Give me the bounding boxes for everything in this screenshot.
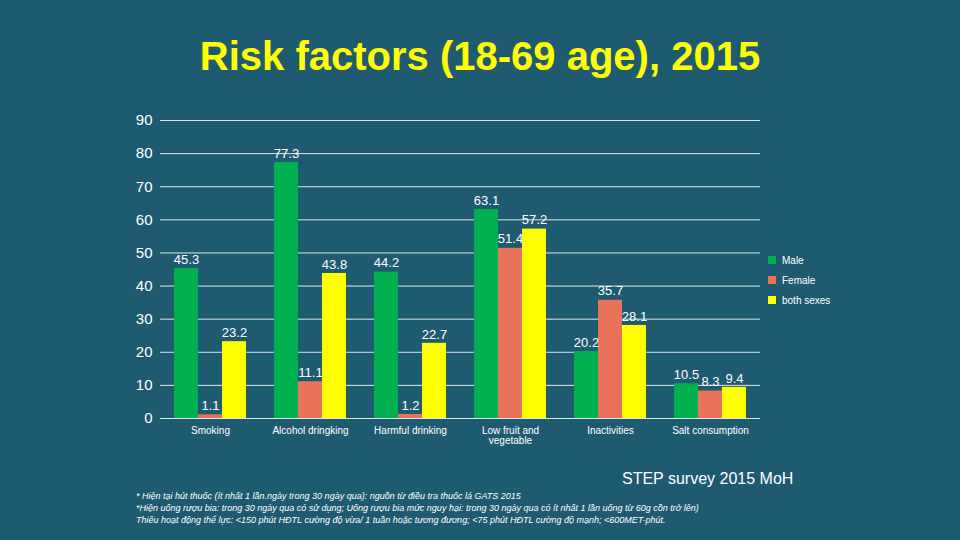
svg-text:44.2: 44.2: [374, 255, 399, 270]
svg-text:Inactivities: Inactivities: [587, 425, 634, 436]
svg-text:57.2: 57.2: [522, 212, 547, 227]
svg-text:10: 10: [136, 376, 153, 393]
html-text:both sexes: both sexes: [782, 294, 831, 306]
svg-text:23.2: 23.2: [222, 325, 247, 340]
svg-text:Low fruit andvegetable: Low fruit andvegetable: [482, 425, 539, 446]
svg-text:1.1: 1.1: [201, 398, 219, 413]
svg-text:77.3: 77.3: [274, 146, 299, 161]
svg-text:20: 20: [136, 343, 153, 360]
svg-text:0: 0: [144, 409, 152, 426]
html-text:STEP survey 2015 MoH: STEP survey 2015 MoH: [622, 470, 794, 487]
html-text:*Hiện uống rượu bia: trong 30: *Hiện uống rượu bia: trong 30 ngày qua c…: [136, 503, 699, 513]
svg-text:10.5: 10.5: [674, 367, 699, 382]
html-text:Male: Male: [782, 254, 804, 266]
html-text:* Hiện tại hút thuốc (ít nhất: * Hiện tại hút thuốc (ít nhất 1 lần.ngày…: [136, 491, 521, 501]
svg-text:63.1: 63.1: [474, 193, 499, 208]
svg-text:30: 30: [136, 310, 153, 327]
svg-text:43.8: 43.8: [322, 257, 347, 272]
svg-text:Salt consumption: Salt consumption: [672, 425, 749, 436]
html-text:Risk factors (18-69 age), 2015: Risk factors (18-69 age), 2015: [199, 34, 761, 78]
svg-text:20.2: 20.2: [574, 335, 599, 350]
svg-text:51.4: 51.4: [498, 231, 523, 246]
svg-text:11.1: 11.1: [298, 365, 322, 380]
svg-text:Smoking: Smoking: [191, 425, 230, 436]
svg-text:40: 40: [136, 277, 153, 294]
svg-text:50: 50: [136, 244, 153, 261]
svg-text:90: 90: [136, 111, 153, 128]
html-text:Thiếu hoạt động thể lực: <150: Thiếu hoạt động thể lực: <150 phút HĐTL …: [136, 515, 666, 525]
svg-text:60: 60: [136, 211, 153, 228]
svg-text:45.3: 45.3: [174, 252, 199, 267]
svg-text:Harmful drinking: Harmful drinking: [374, 425, 447, 436]
svg-text:Alcohol dringking: Alcohol dringking: [272, 425, 348, 436]
svg-text:28.1: 28.1: [622, 309, 647, 324]
svg-text:35.7: 35.7: [598, 283, 623, 298]
svg-text:9.4: 9.4: [725, 371, 743, 386]
svg-text:8.3: 8.3: [701, 374, 719, 389]
svg-text:1.2: 1.2: [401, 398, 419, 413]
html-text:Female: Female: [782, 274, 816, 286]
svg-text:22.7: 22.7: [422, 326, 447, 341]
svg-text:70: 70: [136, 178, 153, 195]
svg-text:80: 80: [136, 144, 153, 161]
